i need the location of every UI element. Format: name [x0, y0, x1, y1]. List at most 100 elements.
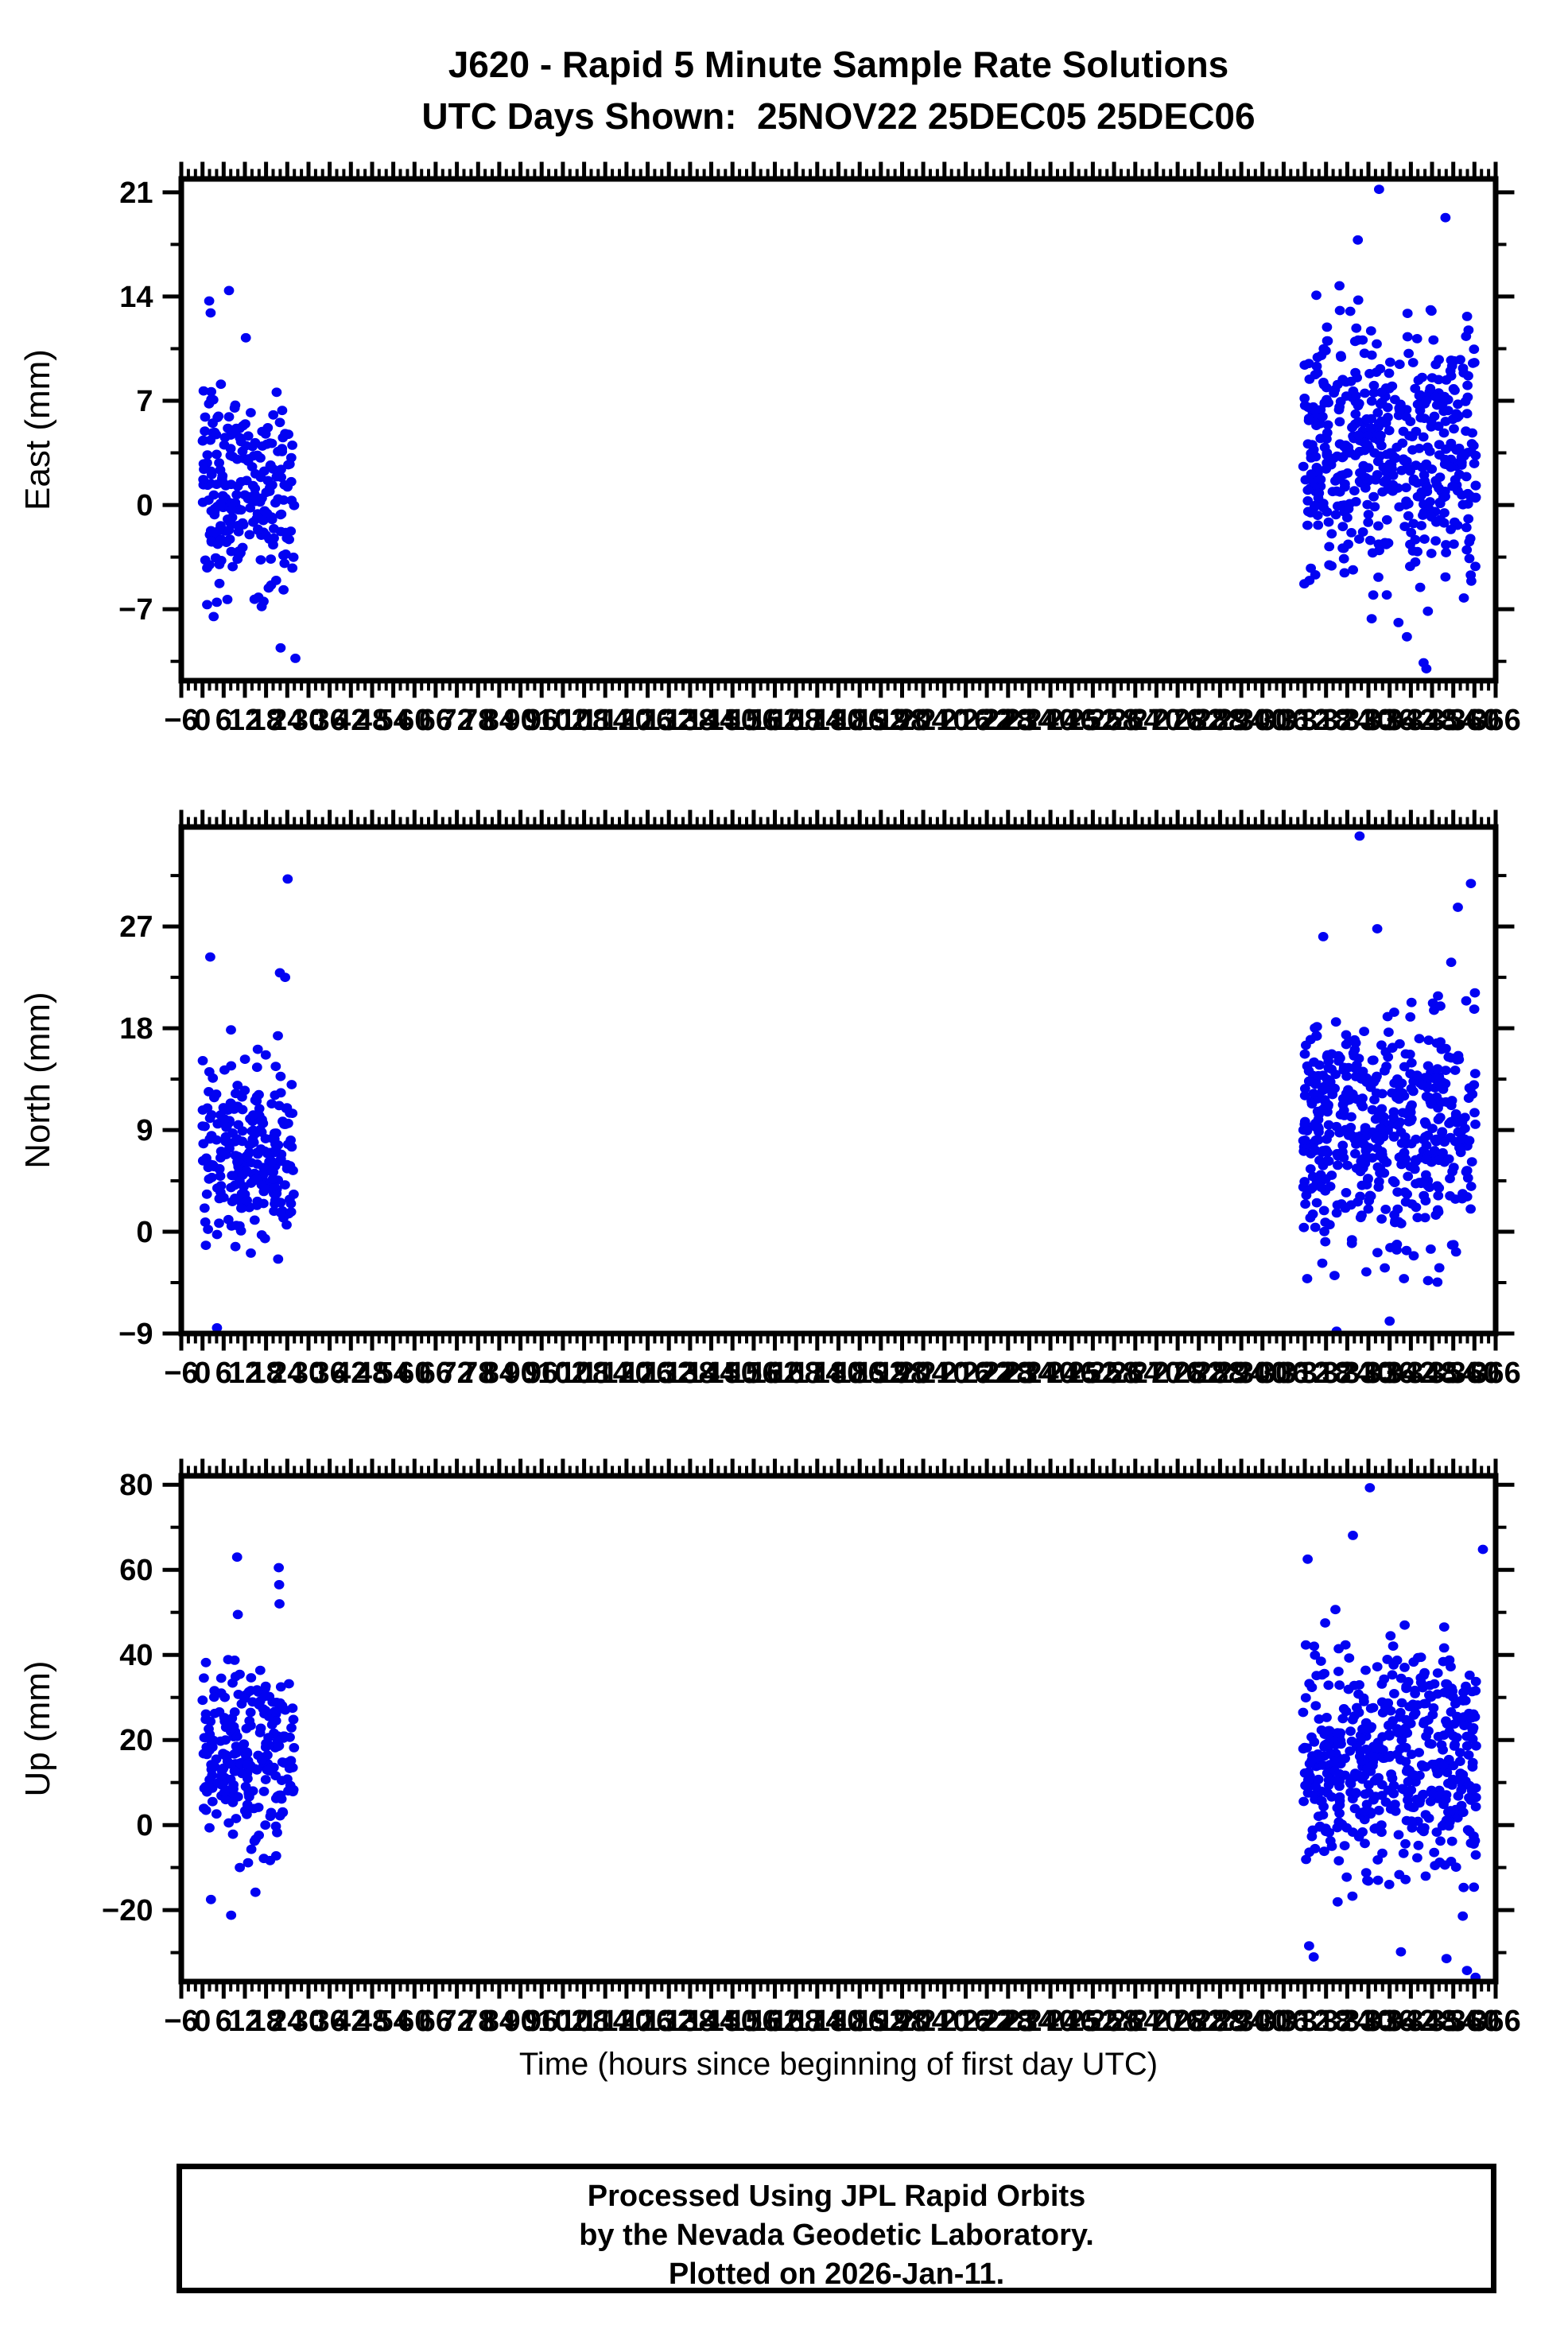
data-point	[1353, 401, 1364, 411]
data-point	[269, 533, 279, 543]
data-point	[259, 1691, 270, 1702]
x-tick-label: 78	[461, 2005, 495, 2038]
x-tick-label: 306	[1259, 1357, 1309, 1390]
data-point	[1319, 1846, 1329, 1857]
x-tick-label: 54	[376, 1357, 409, 1390]
data-point	[1419, 1190, 1430, 1201]
data-point	[205, 1717, 216, 1726]
data-point	[1450, 1698, 1461, 1709]
data-point	[1417, 372, 1427, 382]
y-ticks	[162, 874, 1515, 1336]
x-tick-label: 48	[355, 2005, 389, 2038]
x-tick-label: 216	[941, 704, 991, 737]
data-point	[1380, 1797, 1391, 1807]
data-point	[287, 441, 297, 450]
x-tick-label: 0	[194, 2005, 211, 2038]
data-point	[269, 524, 279, 534]
data-point	[1396, 1698, 1407, 1708]
data-point	[1448, 1240, 1459, 1250]
data-point	[1404, 1050, 1415, 1059]
data-point	[1325, 1836, 1336, 1846]
data-point	[1318, 499, 1329, 508]
data-point	[204, 1067, 215, 1077]
data-point	[238, 421, 249, 431]
x-tick-label: 288	[1195, 704, 1245, 737]
data-point	[271, 387, 282, 398]
data-point	[266, 554, 276, 564]
data-point	[1318, 1205, 1329, 1216]
data-point	[244, 1147, 254, 1158]
data-point	[1312, 352, 1323, 363]
data-point	[1424, 1738, 1435, 1749]
data-point	[229, 1656, 240, 1665]
data-point	[1363, 463, 1374, 473]
data-point	[1348, 386, 1359, 396]
data-point	[260, 1820, 271, 1830]
data-point	[1446, 438, 1457, 448]
data-point	[199, 464, 209, 475]
data-point	[1383, 413, 1393, 422]
data-point	[1383, 1698, 1394, 1708]
data-point	[1411, 334, 1422, 344]
data-point	[1425, 1097, 1436, 1107]
data-point-outlier	[280, 972, 290, 982]
data-point	[1412, 1853, 1422, 1863]
x-tick-label: 342	[1386, 704, 1436, 737]
data-point	[1385, 357, 1395, 367]
data-point	[208, 394, 219, 405]
data-point	[1345, 306, 1356, 316]
y-tick-label: 80	[119, 1469, 153, 1502]
data-point	[1364, 535, 1376, 545]
x-ticks	[179, 161, 1498, 698]
data-point	[1306, 1099, 1318, 1109]
data-point	[208, 418, 218, 429]
x-tick-label: 234	[1004, 2005, 1054, 2038]
data-point	[1406, 527, 1417, 538]
data-point	[1444, 1119, 1454, 1128]
data-point	[1364, 1143, 1375, 1152]
data-point	[1412, 399, 1423, 410]
data-point	[1302, 1775, 1314, 1785]
data-point	[1407, 1823, 1418, 1833]
data-point	[1305, 1164, 1316, 1174]
data-point-outlier	[232, 1609, 243, 1620]
data-point	[255, 555, 266, 565]
data-point	[1422, 1715, 1434, 1726]
data-point	[1426, 1692, 1437, 1702]
y-tick-label: 14	[119, 281, 153, 314]
data-point	[1310, 1222, 1321, 1233]
data-point	[1364, 1780, 1374, 1790]
data-point	[229, 403, 240, 413]
data-point	[1389, 1007, 1399, 1017]
x-tick-label: 192	[856, 2005, 906, 2038]
data-point	[1446, 1836, 1457, 1846]
data-point	[1342, 513, 1353, 522]
data-point	[1359, 348, 1370, 359]
data-point	[1416, 521, 1426, 530]
x-tick-label: 282	[1174, 2005, 1224, 2038]
data-point	[1311, 1671, 1322, 1681]
y-tick-label: 0	[136, 1216, 153, 1249]
data-point-outlier	[1421, 664, 1432, 674]
data-point	[205, 526, 216, 536]
data-point	[198, 435, 208, 445]
data-point	[235, 437, 246, 447]
data-point	[1368, 491, 1379, 502]
data-point	[1363, 518, 1374, 527]
x-tick-label: 264	[1110, 1357, 1160, 1390]
data-point	[200, 1240, 212, 1250]
data-point	[1350, 1149, 1360, 1159]
data-point	[1372, 1662, 1383, 1672]
data-point	[1384, 1027, 1394, 1037]
data-point-outlier	[205, 952, 215, 962]
data-point	[1381, 539, 1391, 549]
data-point	[1407, 358, 1419, 367]
data-point	[1392, 1187, 1403, 1197]
data-point	[236, 1203, 246, 1213]
footer-line-3: Plotted on 2026-Jan-11.	[668, 2257, 1005, 2291]
data-point	[1449, 539, 1459, 549]
data-point	[1394, 359, 1405, 370]
x-tick-label: −6	[164, 704, 198, 737]
data-point	[1467, 428, 1477, 438]
x-tick-label: 198	[877, 1357, 927, 1390]
